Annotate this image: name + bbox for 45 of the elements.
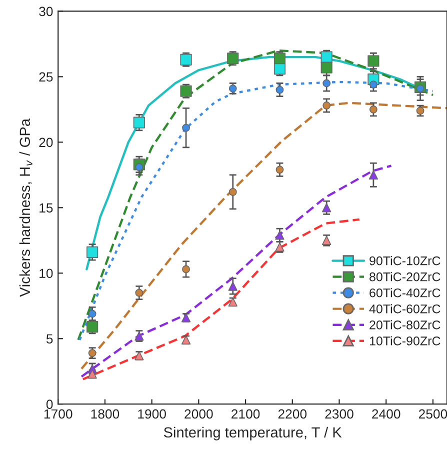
x-tick-label: 2000 <box>184 409 213 419</box>
x-tick-label: 1700 <box>44 409 72 419</box>
y-tick-label: 25 <box>39 72 53 82</box>
x-tick-label: 1900 <box>138 409 166 419</box>
point <box>133 116 145 128</box>
y-tick-label: 5 <box>46 334 53 344</box>
x-tick-label: 2200 <box>278 409 307 419</box>
y-axis-title: Vickers hardness, H$_{v}$ / GPa <box>19 118 32 297</box>
point <box>276 86 284 94</box>
x-tick-label: 2100 <box>232 409 260 419</box>
point <box>135 288 144 297</box>
legend-label: 60TiC-40ZrC <box>370 288 440 298</box>
y-tick-label: 15 <box>40 203 53 213</box>
point <box>228 282 238 291</box>
point <box>182 124 190 132</box>
point <box>369 80 378 89</box>
y-tick-label: 30 <box>39 6 53 16</box>
point <box>276 166 284 174</box>
point <box>228 188 237 196</box>
legend-label: 90TiC-10ZrC <box>370 256 440 266</box>
legend-label: 40TiC-60ZrC <box>369 304 440 314</box>
point <box>88 349 96 357</box>
x-tick-label: 1800 <box>91 409 120 419</box>
y-tick-label: 10 <box>40 268 53 278</box>
point <box>228 84 237 92</box>
line-series <box>80 102 447 370</box>
point <box>322 203 332 212</box>
point <box>322 79 331 88</box>
y-tick-label: 0 <box>46 400 53 410</box>
point <box>88 310 96 318</box>
y-tick-label: 20 <box>39 138 53 148</box>
legend-label: 10TiC-90ZrC <box>370 336 440 346</box>
line-series <box>82 218 360 380</box>
x-tick-label: 2500 <box>418 409 447 419</box>
point <box>416 106 424 115</box>
point <box>322 102 331 110</box>
legend-label: 80TiC-20ZrC <box>370 272 440 282</box>
point <box>86 246 98 258</box>
x-tick-label: 2300 <box>325 409 354 419</box>
point <box>368 170 378 180</box>
legend-label: 20TiC-80ZrC <box>370 320 440 330</box>
point <box>369 105 378 114</box>
x-tick-label: 2400 <box>372 409 400 419</box>
point <box>182 265 190 274</box>
x-axis-title: Sintering temperature, T / K <box>164 426 342 440</box>
